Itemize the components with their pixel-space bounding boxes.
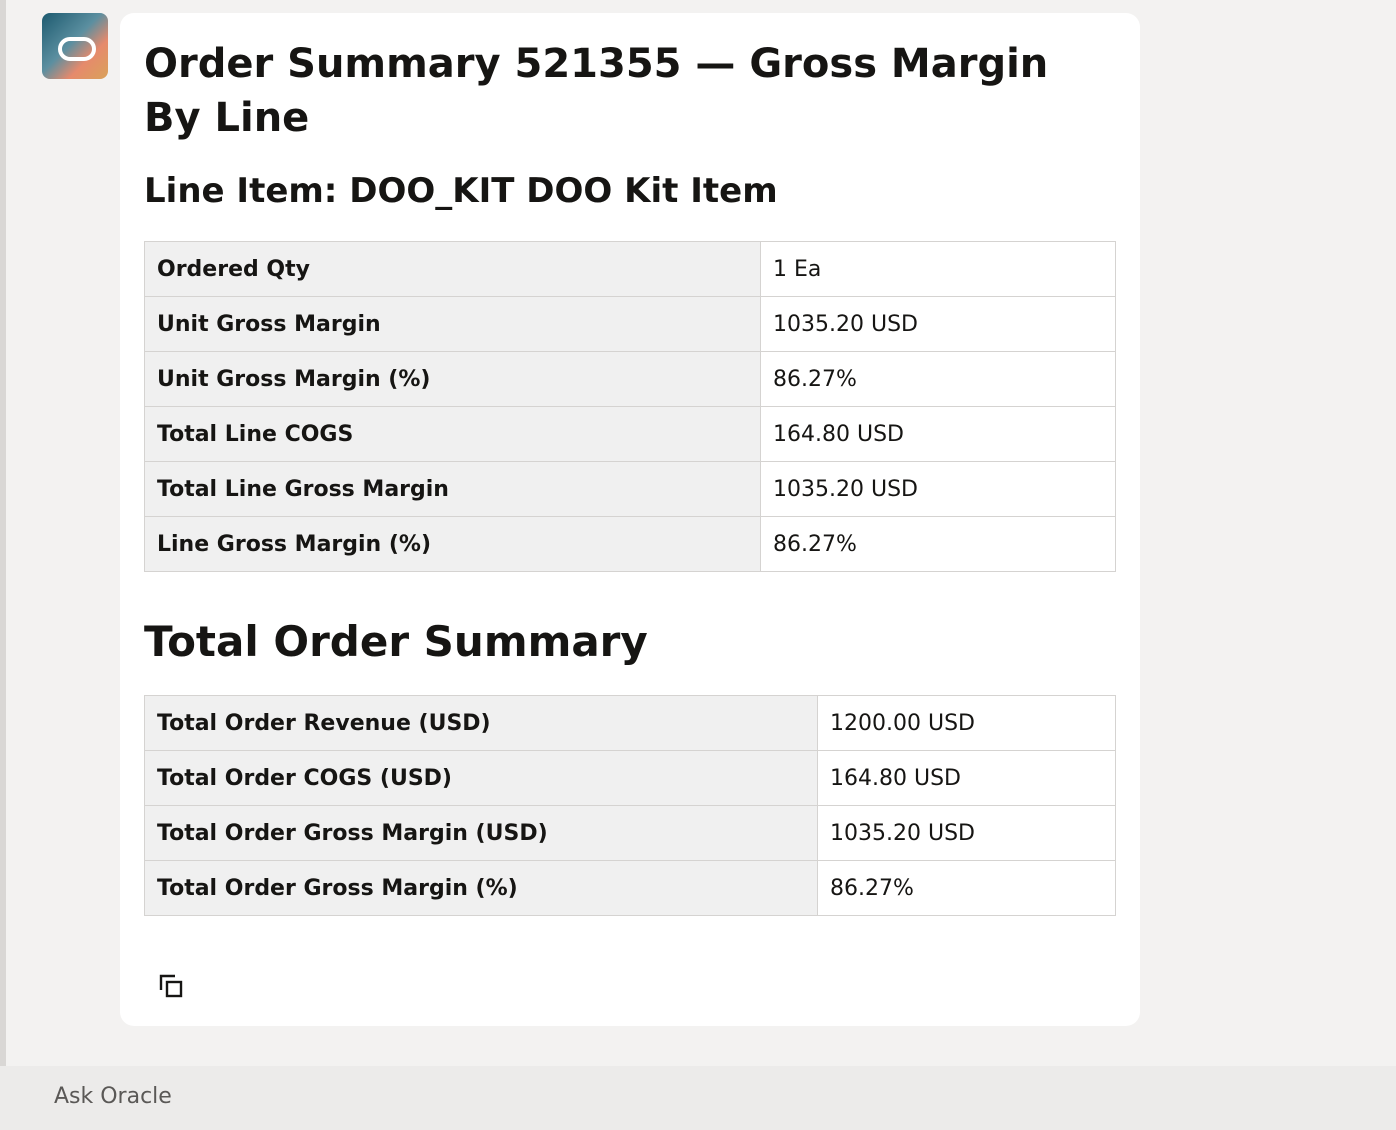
table-row: Total Order COGS (USD) 164.80 USD	[144, 750, 1116, 806]
row-label: Total Line COGS	[144, 406, 761, 462]
title: Order Summary 521355 — Gross Margin By L…	[144, 41, 1049, 141]
table-row: Line Gross Margin (%) 86.27%	[144, 516, 1116, 572]
row-value: 164.80 USD	[760, 406, 1116, 462]
total-table: Total Order Revenue (USD) 1200.00 USD Tota…	[144, 695, 1116, 916]
row-label: Total Line Gross Margin	[144, 461, 761, 517]
row-label: Line Gross Margin (%)	[144, 516, 761, 572]
table-row: Total Order Revenue (USD) 1200.00 USD	[144, 695, 1116, 751]
message-card: Order Summary 521355 — Gross Margin By L…	[120, 13, 1140, 1026]
table-row: Total Line Gross Margin 1035.20 USD	[144, 461, 1116, 517]
row-value: 1035.20 USD	[760, 296, 1116, 352]
row-value: 1200.00 USD	[817, 695, 1116, 751]
row-label: Total Order COGS (USD)	[144, 750, 818, 806]
input-placeholder: Ask Oracle	[54, 1084, 172, 1109]
row-value: 86.27%	[760, 516, 1116, 572]
table-row: Total Order Gross Margin (USD) 1035.20 US…	[144, 805, 1116, 861]
table-row: Total Order Gross Margin (%) 86.27%	[144, 860, 1116, 916]
row-label: Unit Gross Margin	[144, 296, 761, 352]
assistant-avatar	[42, 13, 108, 79]
total-heading: Total Order Summary	[144, 617, 648, 666]
line-heading: Line Item: DOO_KIT DOO Kit Item	[144, 171, 778, 211]
row-label: Total Order Gross Margin (%)	[144, 860, 818, 916]
table-row: Unit Gross Margin (%) 86.27%	[144, 351, 1116, 407]
sidebar-edge	[0, 0, 6, 1130]
table-row: Unit Gross Margin 1035.20 USD	[144, 296, 1116, 352]
chat-input[interactable]: Ask Oracle	[0, 1066, 1396, 1130]
row-value: 1035.20 USD	[817, 805, 1116, 861]
row-label: Total Order Gross Margin (USD)	[144, 805, 818, 861]
copy-button[interactable]	[158, 973, 184, 999]
row-label: Ordered Qty	[144, 241, 761, 297]
line-table: Ordered Qty 1 Ea Unit Gross Margin 1035.20 …	[144, 241, 1116, 572]
row-value: 164.80 USD	[817, 750, 1116, 806]
row-value: 1035.20 USD	[760, 461, 1116, 517]
row-label: Total Order Revenue (USD)	[144, 695, 818, 751]
row-label: Unit Gross Margin (%)	[144, 351, 761, 407]
table-row: Total Line COGS 164.80 USD	[144, 406, 1116, 462]
row-value: 86.27%	[817, 860, 1116, 916]
table-row: Ordered Qty 1 Ea	[144, 241, 1116, 297]
row-value: 1 Ea	[760, 241, 1116, 297]
row-value: 86.27%	[760, 351, 1116, 407]
